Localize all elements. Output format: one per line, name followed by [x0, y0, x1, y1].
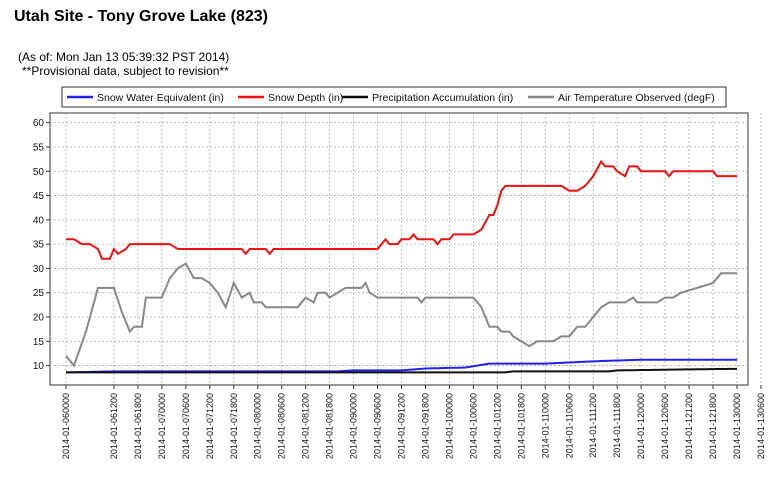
x-tick-label: 2014-01-080000	[253, 393, 263, 459]
x-tick-label: 2014-01-130000	[732, 393, 742, 459]
y-tick-label: 15	[33, 337, 45, 348]
x-tick-label: 2014-01-121800	[708, 393, 718, 459]
plot-frame	[49, 112, 749, 386]
x-axis: 2014-01-060000 2014-01-061200 2014-01-0618…	[61, 385, 766, 459]
x-tick-label: 2014-01-111200	[588, 393, 598, 458]
x-tick-label: 2014-01-070600	[181, 393, 191, 459]
x-tick-label: 2014-01-120600	[660, 393, 670, 459]
legend: Snow Water Equivalent (in) Snow Depth (in…	[61, 86, 727, 108]
x-tick-label: 2014-01-080600	[277, 393, 287, 459]
y-tick-label: 25	[33, 288, 45, 299]
x-tick-label: 2014-01-101800	[516, 393, 526, 459]
x-tick-label: 2014-01-091200	[397, 393, 407, 459]
x-tick-label: 2014-01-110600	[564, 393, 574, 458]
x-tick-label: 2014-01-090000	[349, 393, 359, 459]
legend-label: Air Temperature Observed (degF)	[558, 92, 715, 104]
provisional-notice: **Provisional data, subject to revision*…	[22, 64, 229, 78]
x-tick-label: 2014-01-061200	[109, 393, 119, 459]
y-tick-label: 55	[33, 143, 45, 154]
series-group	[65, 159, 738, 374]
x-tick-label: 2014-01-081800	[325, 393, 335, 459]
y-tick-label: 20	[33, 313, 45, 324]
y-tick-label: 45	[33, 191, 45, 202]
page-title: Utah Site - Tony Grove Lake (823)	[14, 8, 268, 25]
series-line-2	[66, 159, 737, 260]
legend-label: Precipitation Accumulation (in)	[372, 92, 513, 104]
grid	[50, 113, 762, 385]
y-tick-label: 35	[33, 240, 45, 251]
y-tick-label: 10	[33, 361, 45, 372]
legend-box	[61, 86, 727, 108]
x-tick-label: 2014-01-061800	[133, 393, 143, 459]
legend-label: Snow Depth (in)	[268, 92, 343, 104]
y-tick-label: 50	[33, 167, 45, 178]
y-axis: 10 15 20 25 30 35 40 45 50 55 60	[33, 118, 50, 372]
x-tick-label: 2014-01-091800	[420, 393, 430, 459]
x-tick-label: 2014-01-060000	[61, 393, 71, 459]
x-tick-label: 2014-01-110000	[540, 393, 550, 458]
x-tick-label: 2014-01-100000	[444, 393, 454, 459]
x-tick-label: 2014-01-130600	[756, 393, 766, 459]
y-tick-label: 30	[33, 264, 45, 275]
as-of-timestamp: (As of: Mon Jan 13 05:39:32 PST 2014)	[18, 50, 230, 64]
x-tick-label: 2014-01-120000	[636, 393, 646, 459]
x-tick-label: 2014-01-121200	[684, 393, 694, 459]
y-tick-label: 40	[33, 215, 45, 226]
x-tick-label: 2014-01-111800	[612, 393, 622, 458]
series-line-3	[66, 367, 738, 374]
x-tick-label: 2014-01-081200	[301, 393, 311, 459]
series-line-4	[65, 262, 737, 368]
x-tick-label: 2014-01-100600	[468, 393, 478, 459]
x-tick-label: 2014-01-101200	[492, 393, 502, 459]
y-tick-label: 60	[33, 118, 45, 129]
x-tick-label: 2014-01-090600	[373, 393, 383, 459]
x-tick-label: 2014-01-071800	[229, 393, 239, 459]
x-tick-label: 2014-01-071200	[205, 393, 215, 459]
legend-label: Snow Water Equivalent (in)	[97, 92, 224, 104]
x-tick-label: 2014-01-070000	[157, 393, 167, 459]
